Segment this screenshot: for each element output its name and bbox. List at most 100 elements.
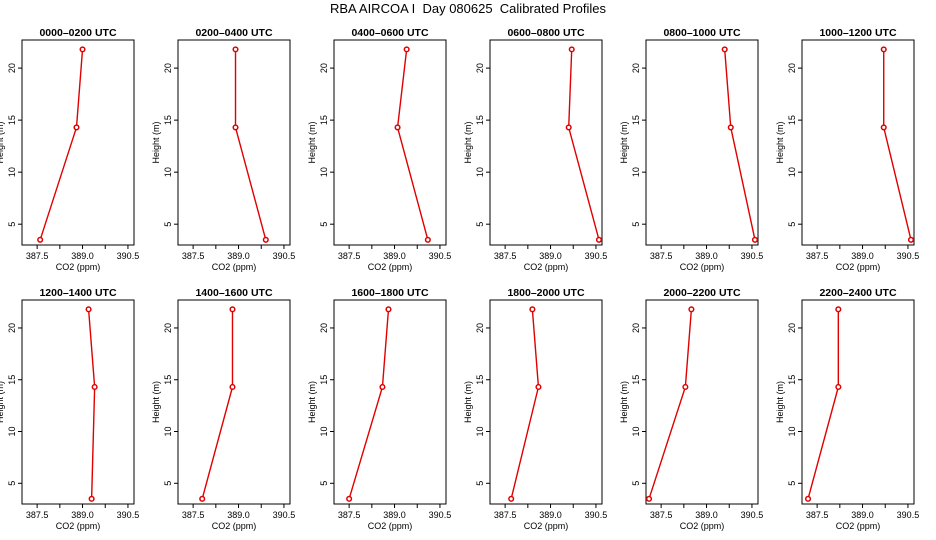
x-axis-label: CO2 (ppm) [56,521,101,531]
y-tick-label: 20 [319,323,329,333]
x-tick-label: 389.0 [227,510,250,520]
y-tick-label: 5 [787,481,797,486]
data-point [568,46,575,53]
panel-title: 0600–0800 UTC [507,27,584,39]
y-tick-label: 15 [7,115,17,125]
data-point [385,306,392,313]
x-tick-label: 387.5 [26,510,49,520]
data-point [379,383,386,391]
y-tick-label: 15 [787,375,797,385]
x-tick-label: 390.5 [741,251,764,261]
data-point [79,46,86,53]
y-axis-label: Height (m) [775,121,785,163]
data-point [529,306,536,313]
data-point [232,46,239,53]
y-tick-label: 15 [319,375,329,385]
x-tick-label: 390.5 [429,510,452,520]
y-tick-label: 10 [163,427,173,437]
profile-panel: 1600–1800 UTC 387.5 389.0 390.5 5 10 15 20 CO2 (… [307,287,451,531]
panel-title: 1000–1200 UTC [819,27,896,39]
plot-frame [177,299,291,505]
data-point [91,383,98,391]
series-line [807,309,840,500]
y-tick-label: 20 [475,323,485,333]
x-tick-label: 390.5 [273,510,296,520]
profile-panel: 0000–0200 UTC 387.5 389.0 390.5 5 10 15 20 CO2 (… [0,27,139,272]
x-tick-label: 389.0 [695,510,718,520]
series-line [724,49,756,240]
y-axis-label: Height (m) [307,381,317,423]
y-tick-label: 15 [475,115,485,125]
data-point [880,46,887,53]
panel-title: 1800–2000 UTC [507,287,584,299]
x-tick-label: 390.5 [117,510,140,520]
y-tick-label: 15 [475,375,485,385]
y-tick-label: 20 [163,63,173,73]
y-axis-label: Height (m) [775,381,785,423]
data-point [229,383,236,391]
x-axis-label: CO2 (ppm) [524,521,569,531]
data-point [508,495,515,502]
x-tick-label: 387.5 [806,251,829,261]
x-tick-label: 390.5 [429,251,452,261]
data-point [645,495,653,502]
x-tick-label: 390.5 [897,510,920,520]
series-line [39,49,84,241]
series-line [883,49,912,240]
data-point [229,306,236,313]
plot-frame [21,299,135,505]
plot-frame [645,299,759,505]
x-tick-label: 390.5 [741,510,764,520]
figure-title: RBA AIRCOA I Day 080625 Calibrated Profi… [329,1,607,16]
y-tick-label: 20 [7,323,17,333]
series-line [234,49,267,240]
y-axis-label: Height (m) [619,121,629,163]
data-point [880,124,887,131]
x-axis-label: CO2 (ppm) [680,262,725,272]
x-tick-label: 387.5 [26,251,49,261]
y-tick-label: 10 [787,427,797,437]
y-tick-label: 5 [631,222,641,227]
y-tick-label: 10 [475,427,485,437]
x-tick-label: 389.0 [383,510,406,520]
x-axis-label: CO2 (ppm) [368,262,413,272]
profile-panel: 0600–0800 UTC 387.5 389.0 390.5 5 10 15 20 CO2 (… [463,27,607,272]
data-point [37,236,44,243]
panel-title: 0400–0600 UTC [351,27,428,39]
x-axis-label: CO2 (ppm) [56,262,101,272]
y-tick-label: 20 [7,63,17,73]
y-tick-label: 20 [319,63,329,73]
y-axis-label: Height (m) [307,121,317,163]
y-axis-label: Height (m) [151,121,161,163]
y-axis-label: Height (m) [463,381,473,423]
y-tick-label: 5 [319,481,329,486]
series-line [510,309,540,499]
x-tick-label: 389.0 [695,251,718,261]
x-tick-label: 387.5 [806,510,829,520]
y-tick-label: 10 [319,167,329,177]
series-line [201,309,234,500]
y-tick-label: 10 [631,427,641,437]
x-tick-label: 390.5 [585,510,608,520]
y-tick-label: 20 [631,63,641,73]
y-tick-label: 15 [631,375,641,385]
plot-frame [177,39,291,246]
series-line [396,49,429,240]
y-tick-label: 5 [475,481,485,486]
series-line [648,309,693,500]
profile-panel: 0200–0400 UTC 387.5 389.0 390.5 5 10 15 20 CO2 (… [151,27,295,272]
x-axis-label: CO2 (ppm) [212,262,257,272]
x-tick-label: 387.5 [494,510,517,520]
y-tick-label: 10 [475,167,485,177]
profile-panel: 0800–1000 UTC 387.5 389.0 390.5 5 10 15 20 CO2 (… [619,27,763,272]
data-point [721,46,728,53]
x-tick-label: 387.5 [650,251,673,261]
y-tick-label: 20 [163,323,173,333]
y-tick-label: 20 [787,63,797,73]
data-point [85,306,92,313]
plot-frame [801,299,915,505]
data-point [682,383,689,391]
data-point [232,124,239,131]
x-tick-label: 390.5 [897,251,920,261]
